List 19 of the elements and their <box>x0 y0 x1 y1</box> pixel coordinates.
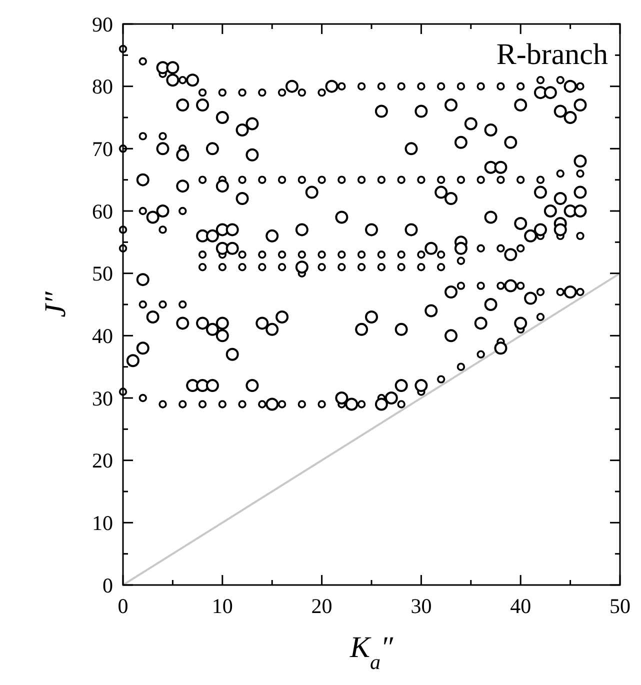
x-tick-label: 0 <box>118 594 128 618</box>
x-tick-label: 50 <box>610 594 630 618</box>
y-tick-label: 0 <box>102 573 113 598</box>
y-tick-label: 40 <box>92 324 113 348</box>
y-tick-label: 90 <box>92 12 113 36</box>
y-tick-label: 80 <box>92 74 113 99</box>
y-tick-label: 10 <box>92 511 113 536</box>
x-tick-label: 40 <box>510 594 532 618</box>
y-axis-title: J″ <box>39 291 72 318</box>
annotation: R-branch <box>496 38 608 71</box>
x-tick-label: 20 <box>311 594 332 618</box>
y-tick-label: 60 <box>92 199 113 224</box>
y-tick-label: 70 <box>92 137 113 162</box>
x-tick-label: 10 <box>212 594 233 618</box>
x-axis-title: K$_{a}$″ <box>348 631 394 674</box>
y-tick-label: 30 <box>92 386 113 410</box>
y-tick-label: 20 <box>92 448 113 473</box>
y-tick-label: 50 <box>92 262 113 286</box>
x-tick-label: 30 <box>410 594 432 618</box>
